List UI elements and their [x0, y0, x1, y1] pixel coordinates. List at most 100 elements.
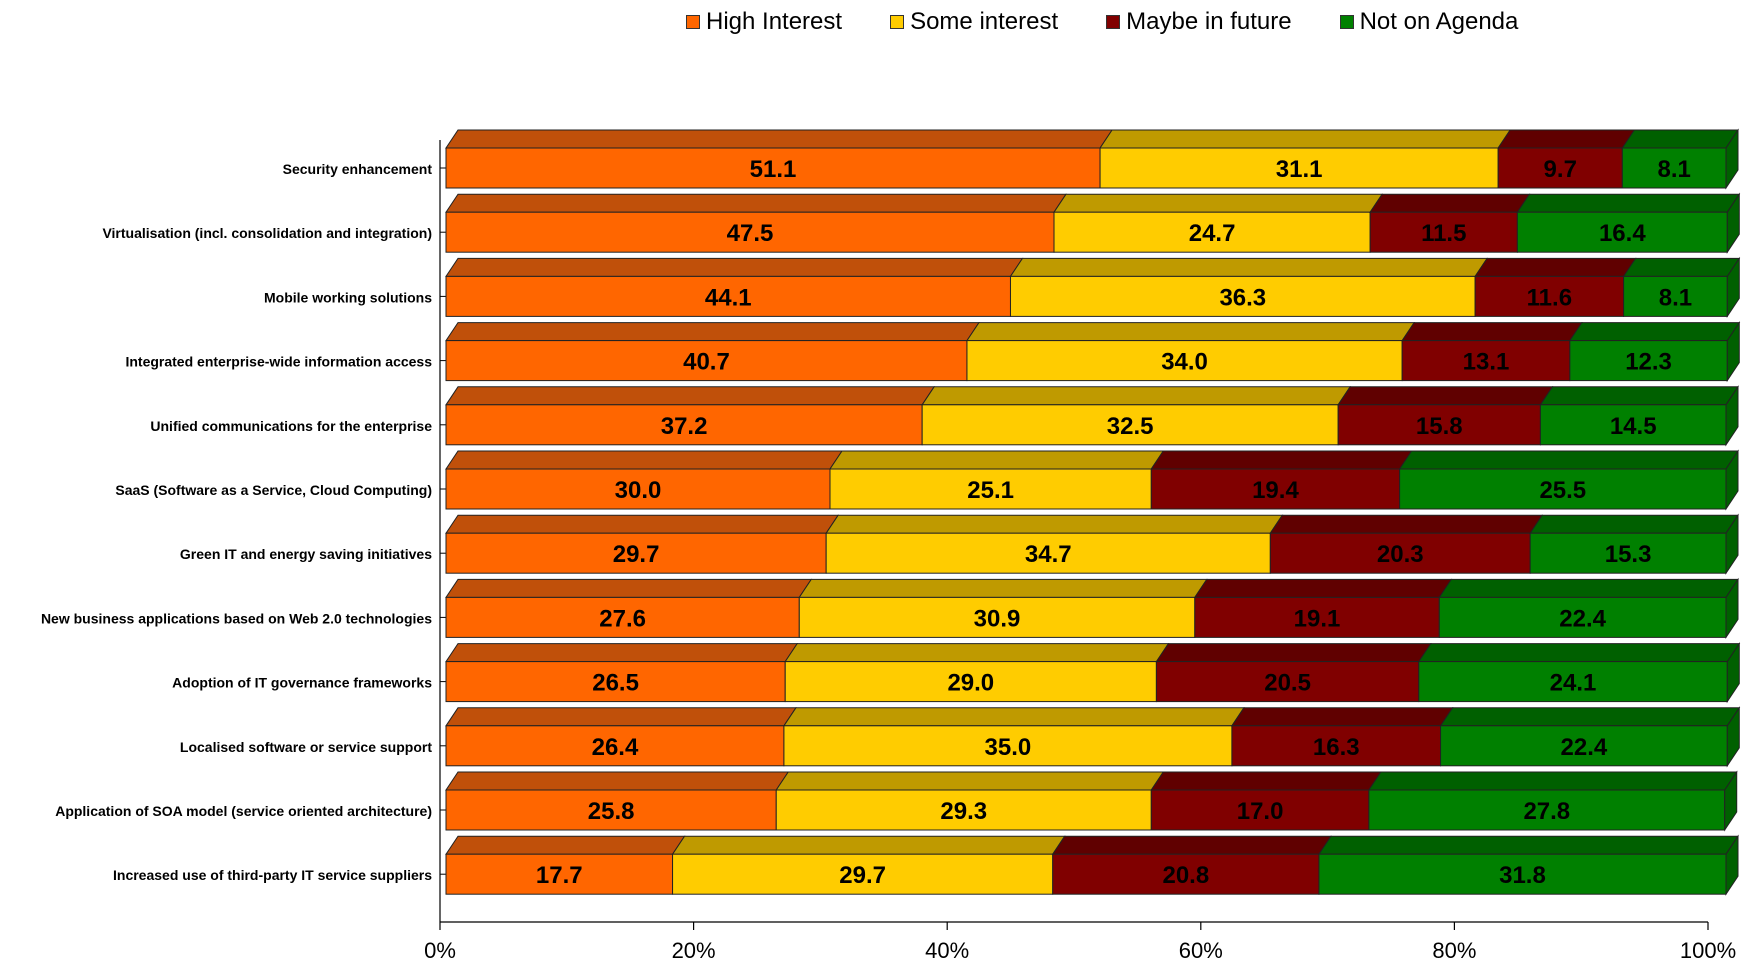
bar-top-some-interest [966, 322, 1416, 342]
bar-some-interest [825, 532, 1271, 574]
bar-not-on-agenda [1438, 596, 1727, 638]
bar-top-some-interest [775, 771, 1165, 791]
bar-top-not-on-agenda [1568, 322, 1741, 342]
bar-some-interest [784, 661, 1157, 703]
bar-some-interest [966, 340, 1403, 382]
legend-item-not-on-agenda: Not on Agenda [1339, 8, 1519, 36]
category-label-adoption-of-it-governance-frameworks: Adoption of IT governance frameworks [172, 675, 432, 691]
bar-some-interest [921, 404, 1339, 446]
bar-some-interest [775, 789, 1152, 831]
bar-top-high-interest [445, 193, 1067, 213]
value-label-not-on-agenda: 8.1 [1659, 284, 1692, 311]
bar-top-not-on-agenda [1438, 578, 1739, 598]
bar-top-some-interest [825, 514, 1284, 534]
value-label-high-interest: 30.0 [615, 477, 662, 504]
bar-maybe-in-future [1474, 275, 1625, 317]
legend-item-some-interest: Some interest [890, 8, 1058, 36]
value-label-high-interest: 26.5 [592, 670, 639, 697]
bar-top-not-on-agenda [1516, 193, 1741, 213]
category-label-security-enhancement: Security enhancement [283, 161, 433, 177]
bar-top-not-on-agenda [1439, 707, 1741, 727]
value-label-high-interest: 27.6 [599, 605, 646, 632]
bar-top-maybe-in-future [1497, 129, 1636, 149]
bar-high-interest [445, 789, 777, 831]
bar-high-interest [445, 532, 827, 574]
value-label-high-interest: 51.1 [750, 156, 797, 183]
bar-some-interest [672, 853, 1054, 895]
bar-top-some-interest [1009, 257, 1489, 277]
value-label-high-interest: 29.7 [613, 541, 660, 568]
legend: High Interest Some interest Maybe in fut… [686, 8, 1518, 36]
bar-top-high-interest [445, 129, 1114, 149]
value-label-some-interest: 35.0 [985, 734, 1032, 761]
bar-top-high-interest [445, 835, 686, 855]
bar-side-not-on-agenda [1726, 192, 1740, 254]
value-label-maybe-in-future: 13.1 [1463, 349, 1510, 376]
value-label-some-interest: 34.7 [1025, 541, 1072, 568]
bar-some-interest [1053, 211, 1371, 253]
bar-maybe-in-future [1269, 532, 1531, 574]
bar-top-not-on-agenda [1398, 450, 1739, 470]
bar-top-high-interest [445, 643, 799, 663]
bar-high-interest [445, 275, 1011, 317]
bar-high-interest [445, 725, 785, 767]
value-label-maybe-in-future: 20.8 [1162, 862, 1209, 889]
bar-side-not-on-agenda [1726, 706, 1740, 768]
value-label-maybe-in-future: 16.3 [1313, 734, 1360, 761]
value-label-some-interest: 24.7 [1189, 220, 1236, 247]
bar-top-some-interest [829, 450, 1165, 470]
value-label-high-interest: 40.7 [683, 349, 730, 376]
value-label-some-interest: 30.9 [974, 605, 1021, 632]
bar-high-interest [445, 596, 800, 638]
legend-label: Not on Agenda [1359, 8, 1519, 35]
bar-not-on-agenda [1399, 468, 1727, 510]
bar-top-maybe-in-future [1051, 835, 1332, 855]
category-label-new-business-applications-based-on-web-2-0-technologies: New business applications based on Web 2… [41, 610, 432, 626]
bar-top-high-interest [445, 257, 1024, 277]
value-label-not-on-agenda: 16.4 [1599, 220, 1646, 247]
value-label-high-interest: 17.7 [536, 862, 583, 889]
bar-top-maybe-in-future [1337, 386, 1554, 406]
bar-maybe-in-future [1369, 211, 1518, 253]
legend-swatch-some-interest [890, 15, 905, 29]
value-label-maybe-in-future: 15.8 [1416, 413, 1463, 440]
value-label-some-interest: 32.5 [1107, 413, 1154, 440]
bar-side-not-on-agenda [1725, 128, 1739, 190]
value-label-high-interest: 26.4 [592, 734, 639, 761]
bar-some-interest [798, 596, 1196, 638]
bar-not-on-agenda [1440, 725, 1728, 767]
legend-label: Some interest [910, 8, 1059, 35]
bar-high-interest [445, 340, 968, 382]
value-label-not-on-agenda: 15.3 [1605, 541, 1652, 568]
value-label-some-interest: 34.0 [1161, 349, 1208, 376]
legend-label: High Interest [706, 8, 843, 35]
value-label-maybe-in-future: 19.1 [1294, 605, 1341, 632]
bar-top-maybe-in-future [1150, 450, 1413, 470]
bar-top-high-interest [445, 450, 843, 470]
bar-side-not-on-agenda [1726, 256, 1740, 319]
bar-top-some-interest [798, 578, 1208, 598]
bar-maybe-in-future [1401, 340, 1571, 382]
bar-not-on-agenda [1368, 789, 1726, 831]
bar-top-maybe-in-future [1193, 578, 1453, 598]
bar-some-interest [1009, 275, 1476, 317]
value-label-high-interest: 47.5 [727, 220, 774, 247]
bar-not-on-agenda [1539, 404, 1727, 446]
bar-top-some-interest [1099, 129, 1512, 149]
category-label-localised-software-or-service-support: Localised software or service support [180, 739, 432, 755]
bar-not-on-agenda [1318, 853, 1727, 895]
bar-side-not-on-agenda [1725, 577, 1739, 640]
value-label-some-interest: 31.1 [1276, 156, 1323, 183]
bar-top-maybe-in-future [1474, 257, 1637, 277]
value-label-not-on-agenda: 12.3 [1625, 349, 1672, 376]
bar-maybe-in-future [1150, 789, 1370, 831]
bar-side-not-on-agenda [1725, 513, 1739, 575]
value-label-not-on-agenda: 8.1 [1657, 156, 1690, 183]
bar-top-maybe-in-future [1269, 514, 1544, 534]
bar-high-interest [445, 661, 786, 703]
value-label-not-on-agenda: 31.8 [1499, 862, 1546, 889]
value-label-high-interest: 25.8 [588, 798, 635, 825]
bar-top-not-on-agenda [1621, 129, 1739, 149]
bar-top-not-on-agenda [1622, 257, 1741, 277]
